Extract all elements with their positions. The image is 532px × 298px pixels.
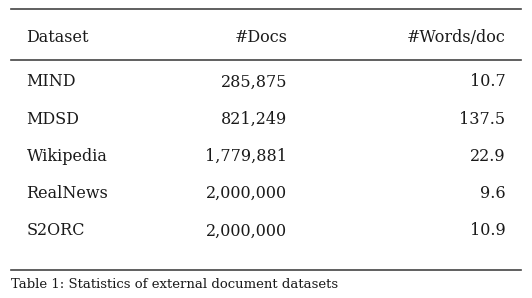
Text: Wikipedia: Wikipedia <box>27 148 107 165</box>
Text: 285,875: 285,875 <box>221 73 287 91</box>
Text: RealNews: RealNews <box>27 185 109 202</box>
Text: 10.9: 10.9 <box>470 222 505 240</box>
Text: 9.6: 9.6 <box>480 185 505 202</box>
Text: MIND: MIND <box>27 73 76 91</box>
Text: 10.7: 10.7 <box>470 73 505 91</box>
Text: 137.5: 137.5 <box>459 111 505 128</box>
Text: MDSD: MDSD <box>27 111 79 128</box>
Text: 2,000,000: 2,000,000 <box>206 222 287 240</box>
Text: 821,249: 821,249 <box>221 111 287 128</box>
Text: Table 1: Statistics of external document datasets: Table 1: Statistics of external document… <box>11 278 338 291</box>
Text: 2,000,000: 2,000,000 <box>206 185 287 202</box>
Text: 1,779,881: 1,779,881 <box>205 148 287 165</box>
Text: S2ORC: S2ORC <box>27 222 85 240</box>
Text: #Words/doc: #Words/doc <box>406 29 505 46</box>
Text: Dataset: Dataset <box>27 29 89 46</box>
Text: #Docs: #Docs <box>234 29 287 46</box>
Text: 22.9: 22.9 <box>470 148 505 165</box>
